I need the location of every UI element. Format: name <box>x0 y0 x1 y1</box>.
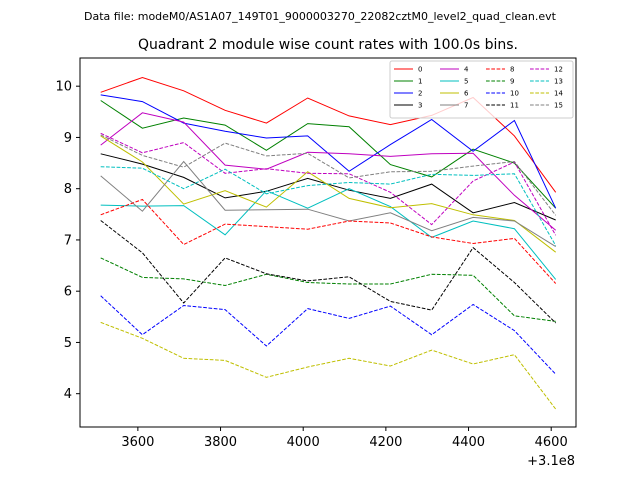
y-tick-label: 9 <box>64 131 72 146</box>
series-layer <box>100 76 557 410</box>
series-line-8 <box>100 198 557 284</box>
legend-label-12: 12 <box>554 66 563 74</box>
legend-label-3: 3 <box>418 102 422 110</box>
legend-label-9: 9 <box>510 78 514 86</box>
series-line-4 <box>100 112 557 231</box>
series-line-3 <box>100 153 556 221</box>
legend-label-13: 13 <box>554 78 563 86</box>
legend-label-2: 2 <box>418 90 422 98</box>
legend-label-8: 8 <box>510 66 514 74</box>
x-offset-label: +3.1e8 <box>527 454 575 469</box>
legend-label-14: 14 <box>554 90 563 98</box>
legend-label-0: 0 <box>418 66 422 74</box>
x-tick-label: 4400 <box>452 435 485 450</box>
legend-label-7: 7 <box>464 102 468 110</box>
x-axis: 3600 3800 4000 4200 4400 4600 <box>121 427 568 450</box>
series-line-2 <box>100 94 557 209</box>
series-line-10 <box>100 295 557 375</box>
legend-label-11: 11 <box>510 102 519 110</box>
x-tick-label: 4200 <box>369 435 402 450</box>
x-tick-label: 4000 <box>287 435 320 450</box>
data-file-label: Data file: modeM0/AS1A07_149T01_90000032… <box>84 10 557 23</box>
y-tick-label: 6 <box>64 285 72 300</box>
y-tick-label: 8 <box>64 182 72 197</box>
legend-label-5: 5 <box>464 78 468 86</box>
y-tick-label: 5 <box>64 336 72 351</box>
series-line-14 <box>100 321 557 410</box>
series-line-5 <box>100 188 557 280</box>
y-tick-label: 4 <box>64 387 72 402</box>
y-tick-label: 7 <box>64 233 72 248</box>
series-line-11 <box>100 220 557 324</box>
series-line-15 <box>100 134 557 216</box>
series-line-6 <box>100 135 557 253</box>
chart-title: Quadrant 2 module wise count rates with … <box>138 37 518 53</box>
legend-label-1: 1 <box>418 78 422 86</box>
y-axis: 4 5 6 7 8 9 10 <box>55 80 80 402</box>
series-line-13 <box>100 166 557 246</box>
legend-box <box>389 60 574 119</box>
series-line-9 <box>100 257 556 322</box>
legend-label-10: 10 <box>510 90 519 98</box>
legend-label-6: 6 <box>464 90 469 98</box>
x-tick-label: 4600 <box>535 435 568 450</box>
x-tick-label: 3600 <box>121 435 154 450</box>
x-tick-label: 3800 <box>204 435 237 450</box>
series-line-12 <box>100 132 557 236</box>
plot-frame <box>79 57 577 428</box>
legend-label-4: 4 <box>464 66 469 74</box>
legend-label-15: 15 <box>554 102 563 110</box>
series-line-7 <box>100 160 556 248</box>
y-tick-label: 10 <box>55 80 72 95</box>
